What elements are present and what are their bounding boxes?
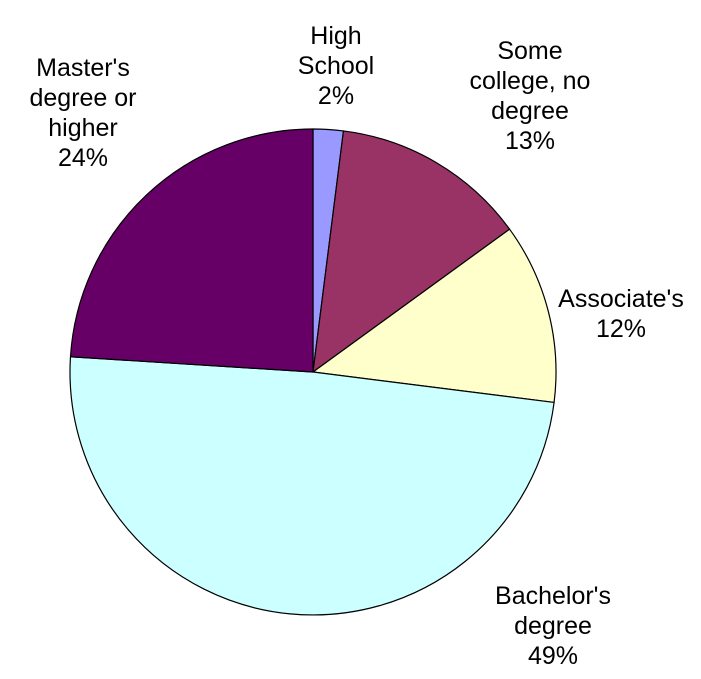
slice-percent-label: 13% — [505, 127, 555, 155]
slice-category-label: Master's — [36, 54, 130, 82]
slice-category-label: degree — [514, 612, 592, 640]
slice-category-label: degree or — [29, 84, 136, 112]
slice-label-associate-s: Associate's 12% — [558, 285, 684, 343]
pie-slice-master-s-degree-or-higher — [69, 128, 314, 373]
slice-percent-label: 12% — [596, 315, 646, 343]
slice-category-label: college, no — [470, 67, 591, 95]
slice-category-label: High — [310, 22, 361, 50]
slice-percent-label: 24% — [58, 144, 108, 172]
pie-slice-associate-s — [312, 228, 557, 404]
pie-slices — [69, 128, 557, 616]
slice-percent-label: 2% — [318, 82, 354, 110]
slice-label-high-school: High School 2% — [298, 22, 374, 110]
slice-category-label: Some — [497, 37, 562, 65]
slice-category-label: School — [298, 52, 374, 80]
slice-category-label: higher — [48, 114, 118, 142]
slice-category-label: Associate's — [558, 285, 684, 313]
slice-label-some-college-no-degree: Some college, no degree 13% — [470, 37, 591, 155]
pie-labels: High School 2%Some college, no degree 13%Asso… — [29, 22, 683, 670]
pie-slice-bachelor-s-degree — [69, 356, 555, 616]
slice-percent-label: 49% — [528, 642, 578, 670]
slice-label-bachelor-s-degree: Bachelor's degree 49% — [495, 582, 611, 670]
slice-category-label: Bachelor's — [495, 582, 611, 610]
slice-label-master-s-degree-or-higher: Master's degree or higher 24% — [29, 54, 136, 172]
pie-slice-some-college-no-degree — [312, 130, 511, 373]
slice-category-label: degree — [491, 97, 569, 125]
